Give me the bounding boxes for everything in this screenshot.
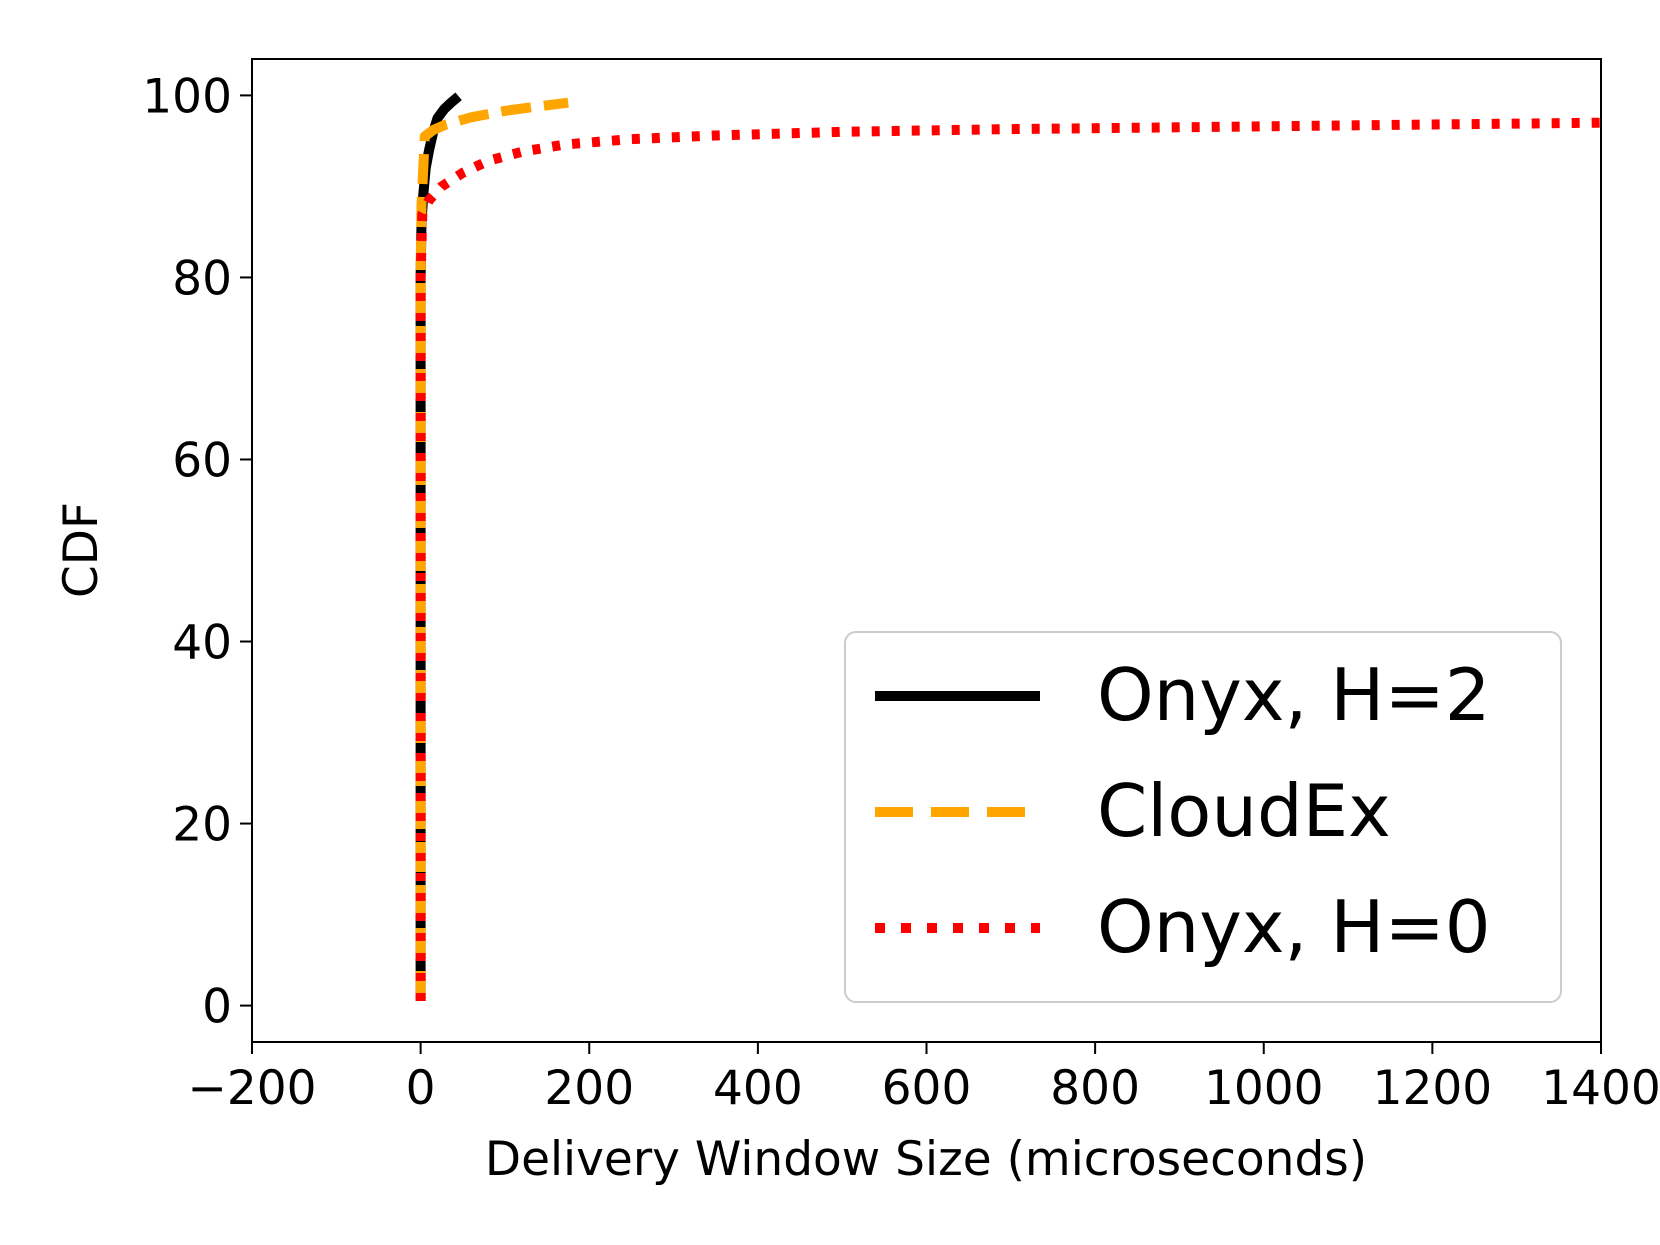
- x-tick-label: 800: [1050, 1061, 1140, 1116]
- legend-label: CloudEx: [1097, 769, 1391, 853]
- legend: Onyx, H=2 CloudEx Onyx, H=0: [844, 631, 1562, 1003]
- x-tick-label: 1000: [1204, 1061, 1324, 1116]
- x-tick-label: 0: [406, 1061, 436, 1116]
- x-tick-label: 1200: [1373, 1061, 1493, 1116]
- x-axis: −200 0 200 400 600 800 1000 1200 1400: [187, 1042, 1660, 1116]
- y-axis-label: CDF: [54, 502, 109, 598]
- y-tick-label: 100: [142, 69, 232, 124]
- series-line-2: [415, 97, 569, 1001]
- x-tick-label: 400: [713, 1061, 803, 1116]
- series-line-3: [415, 117, 1601, 1001]
- x-tick-label: 1400: [1541, 1061, 1660, 1116]
- legend-label: Onyx, H=0: [1097, 885, 1491, 969]
- x-tick-label: −200: [187, 1061, 316, 1116]
- y-tick-label: 80: [172, 251, 232, 306]
- y-tick-label: 60: [172, 433, 232, 488]
- x-axis-label: Delivery Window Size (microseconds): [485, 1132, 1367, 1187]
- y-axis: 0 20 40 60 80 100: [142, 69, 252, 1035]
- legend-box: [844, 631, 1562, 1003]
- y-tick-label: 40: [172, 616, 232, 671]
- y-tick-label: 0: [202, 980, 232, 1035]
- legend-label: Onyx, H=2: [1097, 653, 1491, 737]
- series-layer: [415, 92, 1601, 1001]
- x-tick-label: 600: [882, 1061, 972, 1116]
- y-tick-label: 20: [172, 798, 232, 853]
- series-line-1: [415, 92, 462, 1001]
- x-tick-label: 200: [544, 1061, 634, 1116]
